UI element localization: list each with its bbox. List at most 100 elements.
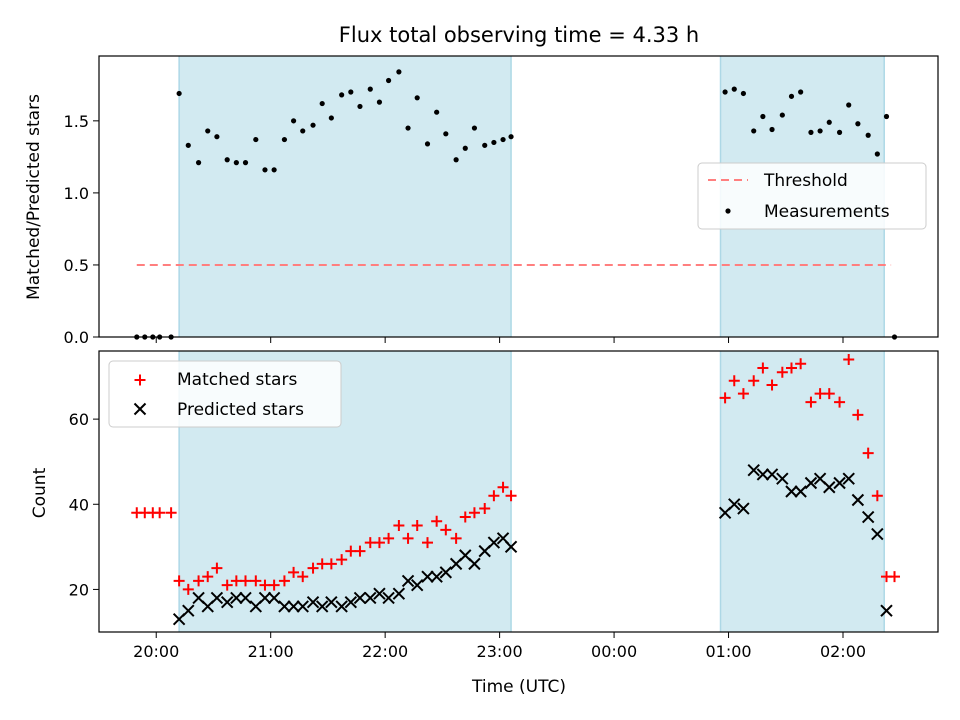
predicted-star-point [230,591,243,605]
predicted-star-point [410,578,424,592]
predicted-star-point [287,600,300,613]
matched-star-point [795,358,807,370]
predicted-star-point [364,591,377,605]
predicted-star-point [487,536,501,549]
predicted-star-point [210,591,224,605]
top-axes-frame [98,55,939,338]
predicted-star-point [747,464,760,477]
matched-star-point [834,396,846,408]
measurement-point [769,126,775,133]
matched-star-point [757,362,769,374]
top-panel: 0.0 0.5 1.0 1.5 Matched/Predicted stars Thr… [24,55,939,347]
predicted-star-point [833,476,846,490]
matched-star-point [459,511,471,523]
matched-star-point [422,537,434,549]
matched-star-point [505,490,517,502]
measurement-point [751,128,757,134]
predicted-star-point [785,485,798,498]
x-tick-label: 23:00 [477,642,523,661]
measurement-point [846,102,852,108]
legend-measurement-swatch [725,208,731,214]
matched-star-point [373,537,385,549]
observing-span [720,351,885,632]
measurement-point [883,113,890,120]
measurement-point [233,160,239,166]
predicted-star-point [401,574,415,588]
predicted-star-point [258,591,272,605]
matched-star-point [776,366,788,378]
matched-star-point [402,532,414,544]
predicted-star-point [325,595,338,609]
matched-star-point [250,575,262,587]
matched-star-point [497,481,509,493]
measurement-point [367,86,373,92]
y-tick-label: 20 [69,580,89,599]
matched-star-point [354,545,366,557]
measurement-point [290,118,297,124]
top-ylabel: Matched/Predicted stars [24,94,44,300]
matched-star-point [766,379,778,391]
measurement-point [855,121,861,127]
measurement-point [760,113,766,120]
legend-box [108,360,342,428]
measurement-point [205,128,211,134]
matched-star-point [488,490,500,502]
measurement-point [185,142,191,148]
predicted-star-point [278,600,291,613]
x-tick-label: 22:00 [362,642,408,661]
bottom-panel: 20 40 60 20:00 21:00 22:00 23:00 00:00 01:00 02:0… [30,350,939,697]
y-tick-label: 0.0 [64,328,89,347]
matched-star-point [193,575,205,587]
matched-star-point [202,571,214,583]
measurement-point [462,145,468,151]
measurement-point [740,90,747,97]
predicted-star-point [421,570,434,583]
measurement-point [339,92,345,98]
bottom-legend: Matched stars Predicted stars [108,360,342,428]
matched-star-point [336,554,348,566]
predicted-star-point [267,591,281,605]
measurement-point [788,93,795,99]
predicted-star-point [296,600,309,613]
legend-threshold-label: Threshold [763,171,848,191]
measurement-point [357,103,363,110]
predicted-star-point [182,604,195,617]
matched-star-point [307,562,319,574]
predicted-star-point [504,540,518,554]
predicted-star-point [439,566,453,579]
matched-star-point [411,520,423,532]
matched-star-point [805,396,817,408]
measurement-point [779,112,785,118]
measurement-point [348,89,354,95]
matched-star-point [165,507,177,519]
measurement-point [874,151,880,157]
predicted-star-point [842,472,855,485]
measurement-point [271,167,277,173]
matched-star-point [325,558,337,570]
matched-star-point [383,532,395,544]
legend-box [697,162,927,230]
measurement-point [242,160,249,166]
measurement-point [836,129,843,135]
measurement-point [453,157,459,163]
measurement-point [300,128,306,134]
y-tick-label: 1.5 [64,112,89,131]
x-tick-label: 00:00 [591,642,637,661]
measurement-point [826,119,832,125]
measurement-point [491,139,497,146]
matched-star-point [852,409,864,421]
predicted-star-point [220,595,234,609]
measurement-point [817,128,823,134]
measurement-point [414,95,420,101]
measurement-point [424,141,431,147]
matched-star-point [889,571,901,583]
matched-star-point [393,520,405,532]
measurement-point [434,109,440,115]
measurement-point [214,134,220,140]
measurement-point [722,89,728,95]
y-tick-label: 1.0 [64,184,89,203]
observing-span [179,56,512,337]
measurement-point [508,134,514,140]
matched-star-point [268,579,280,591]
